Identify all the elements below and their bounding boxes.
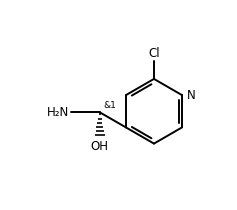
Text: Cl: Cl: [148, 47, 160, 59]
Text: N: N: [187, 89, 195, 102]
Text: &1: &1: [103, 101, 116, 110]
Text: H₂N: H₂N: [47, 106, 69, 119]
Text: OH: OH: [91, 140, 109, 153]
